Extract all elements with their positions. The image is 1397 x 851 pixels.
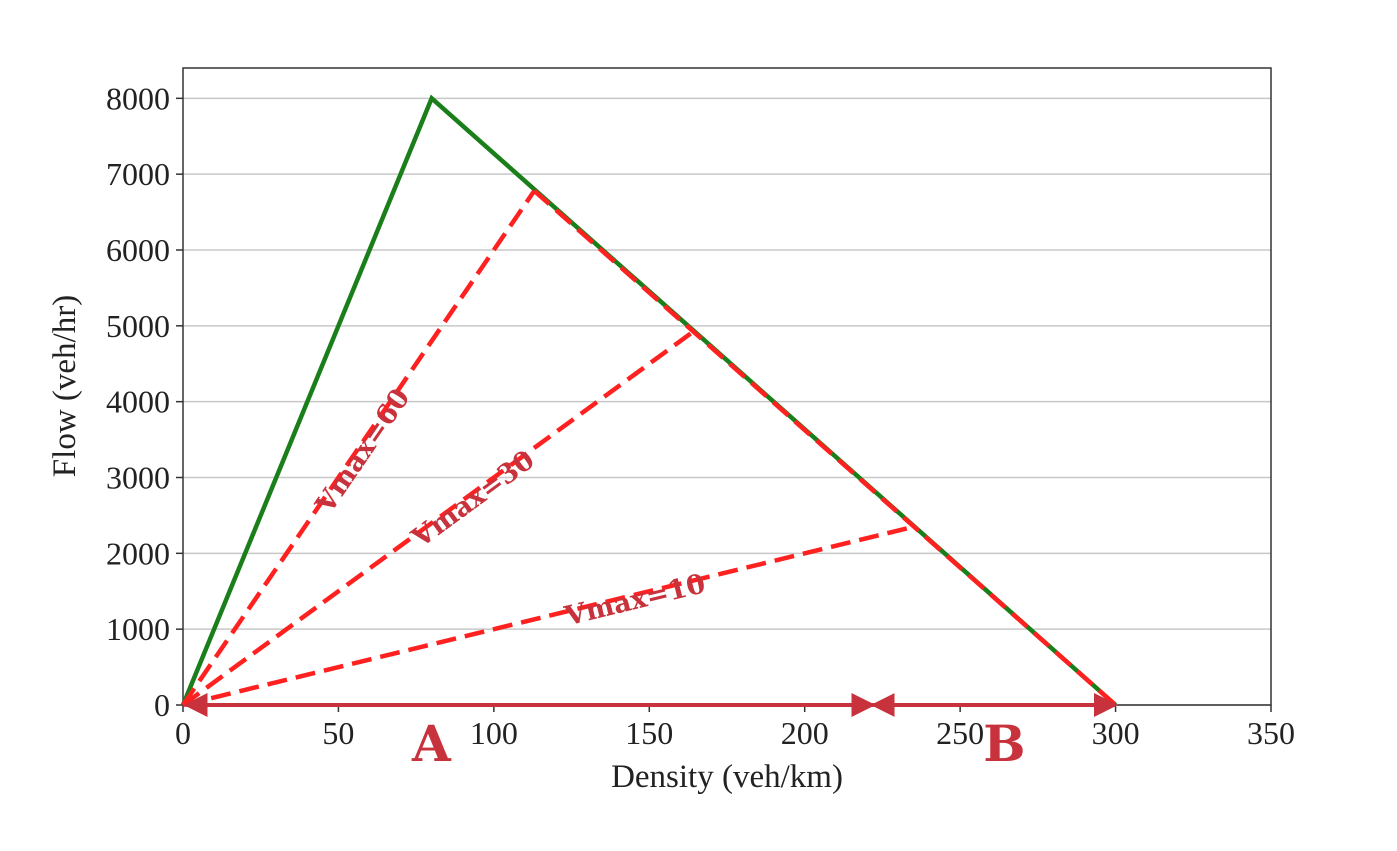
- y-tick-label-5000: 5000: [106, 308, 170, 344]
- region-label-b: B: [983, 714, 1025, 773]
- congested-branch-overlay: [532, 189, 1118, 707]
- series-line-vmax-10: [182, 525, 911, 708]
- x-axis-title: Density (veh/km): [611, 759, 843, 795]
- y-tick-label-1000: 1000: [106, 611, 170, 647]
- x-tick-label-350: 350: [1247, 715, 1295, 751]
- y-tick-label-6000: 6000: [106, 232, 170, 268]
- series-line-vmax-60: [181, 189, 537, 707]
- region-label-a: A: [411, 714, 452, 773]
- series-line-vmax-30: [181, 327, 698, 707]
- axes: 0 1000 2000 3000 4000 5000 6000 7000 8000 0 50 100 1…: [106, 67, 1295, 751]
- series-lines: [180, 94, 1118, 708]
- x-tick-label-200: 200: [781, 715, 829, 751]
- y-tick-label-3000: 3000: [106, 460, 170, 496]
- series-label-vmax-30: Vmax=30: [406, 444, 541, 554]
- y-tick-label-7000: 7000: [106, 156, 170, 192]
- y-tick-label-2000: 2000: [106, 535, 170, 571]
- x-tick-label-250: 250: [936, 715, 984, 751]
- y-tick-label-0: 0: [154, 687, 170, 723]
- x-tick-label-300: 300: [1092, 715, 1140, 751]
- y-tick-label-8000: 8000: [106, 80, 170, 116]
- y-tick-label-4000: 4000: [106, 384, 170, 420]
- x-tick-label-0: 0: [175, 715, 191, 751]
- x-tick-label-50: 50: [322, 715, 354, 751]
- series-label-vmax-60: Vmax=60: [309, 383, 416, 520]
- gridlines: [183, 97, 1271, 706]
- x-tick-label-150: 150: [625, 715, 673, 751]
- y-axis-title: Flow (veh/hr): [47, 295, 83, 477]
- plot-frame: [182, 67, 1272, 706]
- series-label-vmax-10: Vmax=10: [561, 568, 709, 632]
- x-tick-label-100: 100: [470, 715, 518, 751]
